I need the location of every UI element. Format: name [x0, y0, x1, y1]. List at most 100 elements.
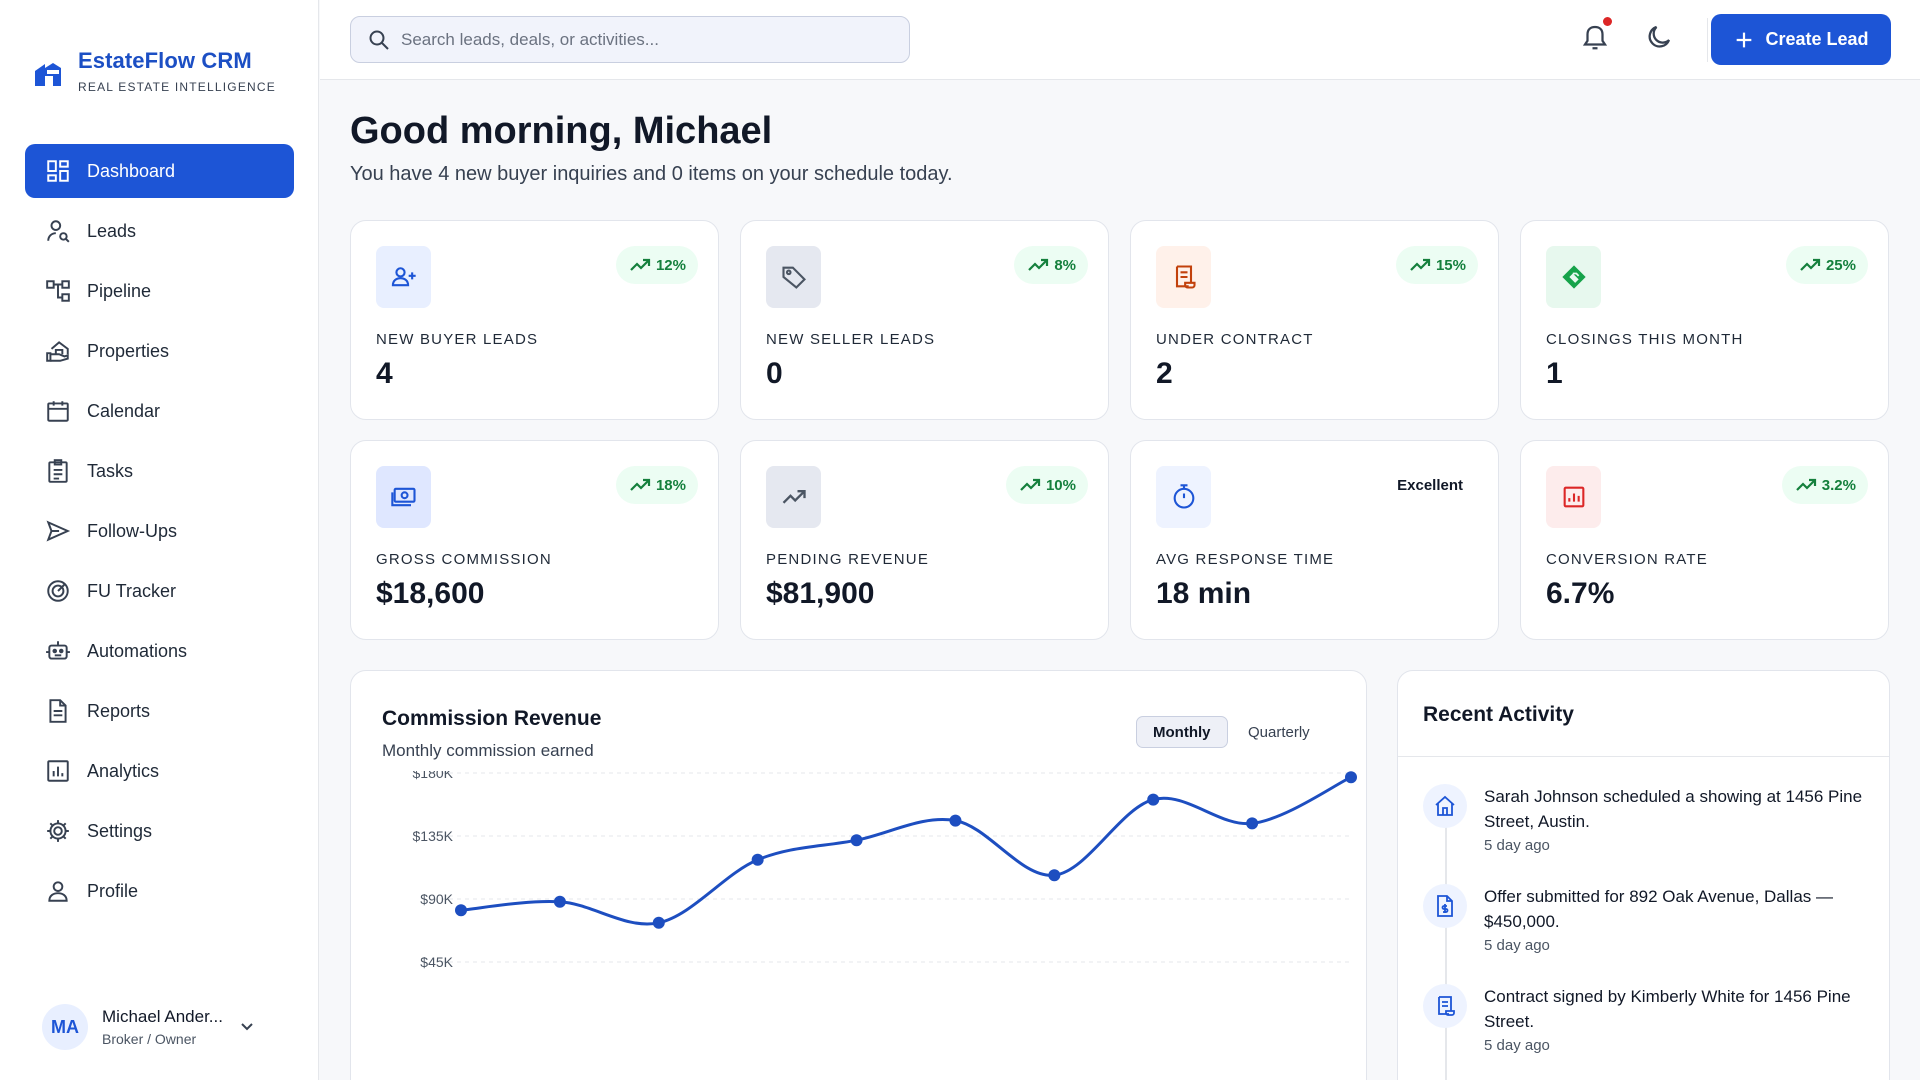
sidebar-item-label: FU Tracker: [87, 580, 177, 601]
sidebar-item-calendar[interactable]: Calendar: [25, 384, 294, 438]
brand-name: EstateFlow CRM: [78, 48, 252, 73]
sidebar-item-reports[interactable]: Reports: [25, 684, 294, 738]
recent-activity-panel: Recent Activity Sarah Johnson scheduled …: [1397, 670, 1890, 1080]
stat-card-avg-response-time[interactable]: Excellent AVG RESPONSE TIME 18 min: [1130, 440, 1499, 640]
stat-card-new-buyer-leads[interactable]: 12% NEW BUYER LEADS 4: [350, 220, 719, 420]
stat-label: CLOSINGS THIS MONTH: [1546, 331, 1744, 348]
search-input[interactable]: [401, 29, 881, 50]
user-plus-icon: [376, 246, 431, 308]
trend-badge: 25%: [1785, 246, 1868, 284]
series-line: [460, 775, 1352, 926]
stat-card-conversion-rate[interactable]: 3.2% CONVERSION RATE 6.7%: [1520, 440, 1889, 640]
stat-label: CONVERSION RATE: [1546, 551, 1708, 568]
tab-quarterly[interactable]: Quarterly: [1248, 723, 1310, 741]
activity-title: Recent Activity: [1423, 703, 1574, 726]
data-point[interactable]: [652, 916, 665, 929]
sidebar-item-leads[interactable]: Leads: [25, 204, 294, 258]
trend-up-icon: [1410, 258, 1431, 271]
target-icon: [47, 580, 69, 602]
search-icon: [369, 30, 389, 50]
robot-icon: [46, 641, 70, 660]
brand-tagline: REAL ESTATE INTELLIGENCE: [78, 80, 276, 94]
user-search-icon: [47, 220, 70, 243]
house-hand-icon: [46, 341, 69, 362]
stat-value: 4: [376, 357, 393, 390]
plus-icon: [1737, 32, 1752, 47]
document-icon: [49, 699, 67, 723]
sidebar-item-label: Dashboard: [87, 160, 176, 181]
brand[interactable]: EstateFlow CRM REAL ESTATE INTELLIGENCE: [33, 48, 276, 94]
pipeline-icon: [46, 280, 70, 302]
sidebar-item-automations[interactable]: Automations: [25, 624, 294, 678]
sidebar-item-label: Settings: [87, 820, 153, 841]
stat-value: 6.7%: [1546, 577, 1615, 610]
stat-card-gross-commission[interactable]: 18% GROSS COMMISSION $18,600: [350, 440, 719, 640]
notification-bell-icon[interactable]: [1580, 22, 1610, 52]
tab-monthly[interactable]: Monthly: [1136, 716, 1228, 748]
notification-dot: [1603, 17, 1612, 26]
sidebar-item-profile[interactable]: Profile: [25, 864, 294, 918]
trend-up-icon: [630, 258, 651, 271]
y-tick-label: $90K: [420, 891, 453, 907]
sidebar-item-dashboard[interactable]: Dashboard: [25, 144, 294, 198]
data-point[interactable]: [1246, 817, 1259, 830]
data-point[interactable]: [1147, 793, 1160, 806]
sidebar-item-pipeline[interactable]: Pipeline: [25, 264, 294, 318]
sidebar-item-properties[interactable]: Properties: [25, 324, 294, 378]
timeline-line: [1445, 791, 1447, 1080]
activity-text: Contract signed by Kimberly White for 14…: [1484, 987, 1851, 1031]
topbar: Create Lead: [320, 0, 1920, 80]
sidebar-item-tasks[interactable]: Tasks: [25, 444, 294, 498]
stat-card-new-seller-leads[interactable]: 8% NEW SELLER LEADS 0: [740, 220, 1109, 420]
stat-card-pending-revenue[interactable]: 10% PENDING REVENUE $81,900: [740, 440, 1109, 640]
search-bar[interactable]: [350, 16, 910, 63]
sidebar-item-follow-ups[interactable]: Follow-Ups: [25, 504, 294, 558]
activity-divider: [1398, 756, 1889, 757]
sidebar-item-label: Leads: [87, 220, 137, 241]
data-point[interactable]: [1048, 869, 1061, 882]
data-point[interactable]: [553, 895, 566, 908]
user-menu[interactable]: MA Michael Ander... Broker / Owner: [42, 1000, 282, 1054]
stat-value: $81,900: [766, 577, 875, 610]
create-lead-label: Create Lead: [1765, 29, 1869, 49]
data-point[interactable]: [751, 853, 764, 866]
data-point[interactable]: [455, 904, 467, 917]
y-tick-label: $135K: [413, 828, 454, 844]
sidebar-item-label: Pipeline: [87, 280, 152, 301]
moon-icon[interactable]: [1644, 22, 1674, 52]
data-point[interactable]: [1345, 771, 1357, 784]
stat-card-closings[interactable]: 25% CLOSINGS THIS MONTH 1: [1520, 220, 1889, 420]
calendar-icon: [47, 401, 69, 422]
tag-icon: [766, 246, 821, 308]
sidebar-item-fu-tracker[interactable]: FU Tracker: [25, 564, 294, 618]
money-icon: [376, 466, 431, 528]
data-point[interactable]: [949, 814, 962, 827]
chevron-down-icon[interactable]: [237, 1017, 257, 1037]
y-tick-label: $45K: [420, 954, 453, 970]
sidebar-item-label: Reports: [87, 700, 151, 721]
stat-label: GROSS COMMISSION: [376, 551, 552, 568]
page-title: Good morning, Michael: [350, 110, 773, 152]
trend-up-icon: [766, 466, 821, 528]
chart-box-icon: [1546, 466, 1601, 528]
trend-badge: 18%: [615, 466, 698, 504]
activity-time: 5 day ago: [1484, 937, 1550, 954]
create-lead-button[interactable]: Create Lead: [1711, 14, 1891, 65]
sidebar-item-label: Follow-Ups: [87, 520, 178, 541]
sidebar-item-analytics[interactable]: Analytics: [25, 744, 294, 798]
avatar: MA: [42, 1004, 88, 1050]
trend-up-icon: [630, 478, 651, 491]
data-point[interactable]: [850, 834, 863, 847]
dollar-document-icon: [1423, 884, 1467, 928]
activity-text: Offer submitted for 892 Oak Avenue, Dall…: [1484, 887, 1833, 931]
activity-text: Sarah Johnson scheduled a showing at 145…: [1484, 787, 1863, 831]
dashboard-icon: [47, 160, 69, 182]
user-name: Michael Ander...: [102, 1007, 223, 1026]
estateflow-logo-icon: [35, 63, 61, 86]
topbar-divider: [1707, 18, 1708, 62]
trend-badge: 10%: [1005, 466, 1088, 504]
stat-value: 0: [766, 357, 783, 390]
sidebar-item-settings[interactable]: Settings: [25, 804, 294, 858]
sidebar-item-label: Profile: [87, 880, 139, 901]
stat-card-under-contract[interactable]: 15% UNDER CONTRACT 2: [1130, 220, 1499, 420]
